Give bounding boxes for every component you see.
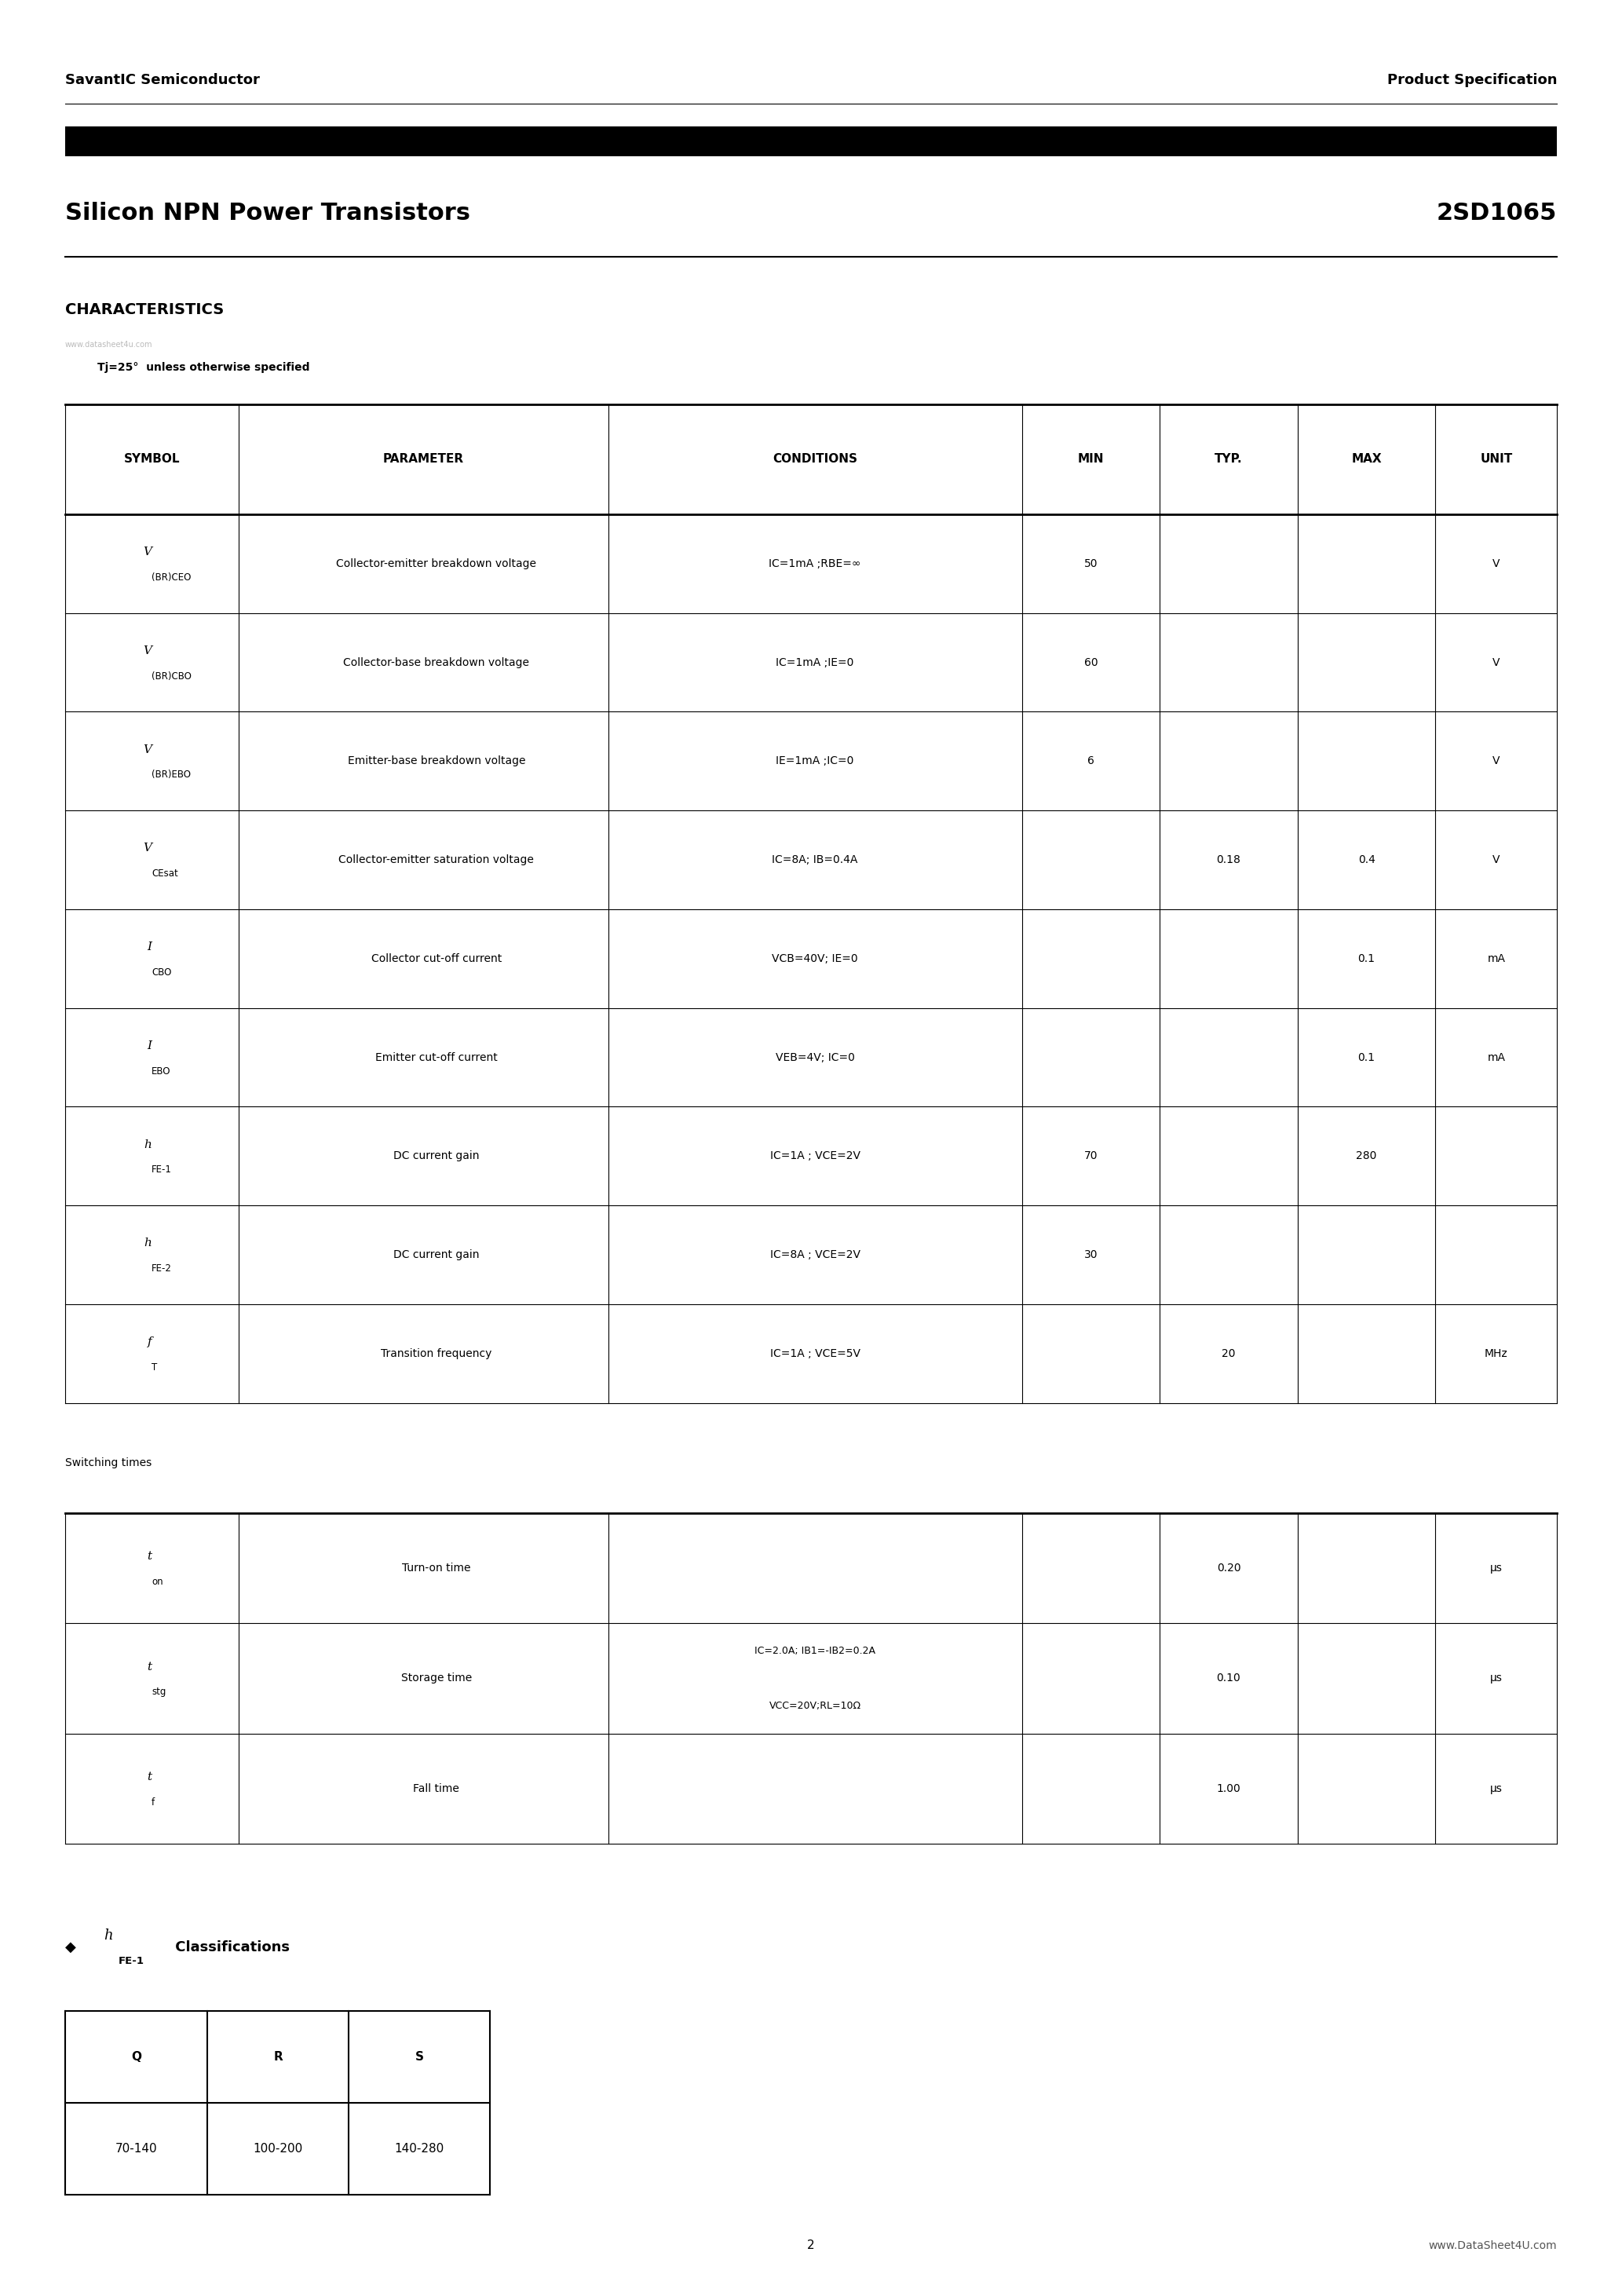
Text: mA: mA bbox=[1487, 1052, 1505, 1063]
Text: Emitter cut-off current: Emitter cut-off current bbox=[375, 1052, 498, 1063]
Text: T: T bbox=[152, 1362, 157, 1373]
Text: 50: 50 bbox=[1083, 558, 1098, 569]
Text: V: V bbox=[1492, 657, 1500, 668]
Text: (BR)CEO: (BR)CEO bbox=[152, 572, 191, 583]
Text: 60: 60 bbox=[1083, 657, 1098, 668]
Text: h: h bbox=[144, 1238, 152, 1249]
Text: IC=1mA ;RBE=∞: IC=1mA ;RBE=∞ bbox=[769, 558, 861, 569]
Text: Emitter-base breakdown voltage: Emitter-base breakdown voltage bbox=[347, 755, 526, 767]
Text: (BR)EBO: (BR)EBO bbox=[152, 769, 191, 781]
Text: 2SD1065: 2SD1065 bbox=[1437, 202, 1557, 225]
Text: PARAMETER: PARAMETER bbox=[383, 452, 464, 466]
Text: Collector-base breakdown voltage: Collector-base breakdown voltage bbox=[344, 657, 529, 668]
Text: stg: stg bbox=[152, 1688, 165, 1697]
Text: 0.1: 0.1 bbox=[1358, 953, 1375, 964]
Text: Product Specification: Product Specification bbox=[1387, 73, 1557, 87]
Text: 0.20: 0.20 bbox=[1216, 1564, 1241, 1573]
Text: V: V bbox=[143, 744, 152, 755]
Text: Tj=25°  unless otherwise specified: Tj=25° unless otherwise specified bbox=[97, 363, 310, 372]
Text: Collector-emitter breakdown voltage: Collector-emitter breakdown voltage bbox=[336, 558, 537, 569]
Text: VCB=40V; IE=0: VCB=40V; IE=0 bbox=[772, 953, 858, 964]
Text: DC current gain: DC current gain bbox=[393, 1249, 480, 1261]
Text: TYP.: TYP. bbox=[1215, 452, 1242, 466]
Text: IC=1A ; VCE=2V: IC=1A ; VCE=2V bbox=[770, 1150, 860, 1162]
Text: Fall time: Fall time bbox=[414, 1784, 459, 1793]
Text: V: V bbox=[1492, 854, 1500, 866]
Text: IE=1mA ;IC=0: IE=1mA ;IC=0 bbox=[775, 755, 855, 767]
Text: t: t bbox=[148, 1662, 152, 1671]
Text: Classifications: Classifications bbox=[170, 1940, 290, 1954]
Text: μs: μs bbox=[1491, 1564, 1502, 1573]
Text: IC=2.0A; IB1=-IB2=0.2A: IC=2.0A; IB1=-IB2=0.2A bbox=[754, 1646, 876, 1655]
Text: 20: 20 bbox=[1221, 1348, 1236, 1359]
Text: (BR)CBO: (BR)CBO bbox=[152, 670, 191, 682]
Text: FE-1: FE-1 bbox=[118, 1956, 144, 1965]
Text: MAX: MAX bbox=[1351, 452, 1382, 466]
Text: Collector cut-off current: Collector cut-off current bbox=[371, 953, 501, 964]
Text: 0.4: 0.4 bbox=[1358, 854, 1375, 866]
Text: www.DataSheet4U.com: www.DataSheet4U.com bbox=[1429, 2241, 1557, 2250]
Text: 30: 30 bbox=[1083, 1249, 1098, 1261]
Text: Turn-on time: Turn-on time bbox=[402, 1564, 470, 1573]
Text: I: I bbox=[148, 1040, 152, 1052]
Text: 0.1: 0.1 bbox=[1358, 1052, 1375, 1063]
Text: SYMBOL: SYMBOL bbox=[123, 452, 180, 466]
Text: SavantIC Semiconductor: SavantIC Semiconductor bbox=[65, 73, 260, 87]
Text: mA: mA bbox=[1487, 953, 1505, 964]
Text: V: V bbox=[143, 645, 152, 657]
Text: Switching times: Switching times bbox=[65, 1458, 151, 1467]
Text: V: V bbox=[1492, 755, 1500, 767]
Text: μs: μs bbox=[1491, 1784, 1502, 1793]
Text: on: on bbox=[152, 1577, 164, 1587]
Text: t: t bbox=[148, 1773, 152, 1782]
Text: 140-280: 140-280 bbox=[394, 2142, 444, 2156]
Text: 2: 2 bbox=[808, 2239, 814, 2252]
Text: VCC=20V;RL=10Ω: VCC=20V;RL=10Ω bbox=[769, 1701, 861, 1711]
Text: h: h bbox=[104, 1929, 114, 1942]
Text: MHz: MHz bbox=[1484, 1348, 1508, 1359]
Text: 0.18: 0.18 bbox=[1216, 854, 1241, 866]
Text: 0.10: 0.10 bbox=[1216, 1674, 1241, 1683]
Text: 100-200: 100-200 bbox=[253, 2142, 303, 2156]
Text: h: h bbox=[144, 1139, 152, 1150]
Text: 280: 280 bbox=[1356, 1150, 1377, 1162]
Text: IC=8A; IB=0.4A: IC=8A; IB=0.4A bbox=[772, 854, 858, 866]
Text: f: f bbox=[152, 1798, 154, 1807]
Text: f: f bbox=[148, 1336, 152, 1348]
Text: CONDITIONS: CONDITIONS bbox=[772, 452, 858, 466]
Text: R: R bbox=[274, 2050, 282, 2064]
Text: UNIT: UNIT bbox=[1481, 452, 1512, 466]
Text: CBO: CBO bbox=[152, 967, 172, 978]
Text: EBO: EBO bbox=[152, 1065, 170, 1077]
Text: V: V bbox=[1492, 558, 1500, 569]
Text: ◆: ◆ bbox=[65, 1940, 76, 1954]
Text: I: I bbox=[148, 941, 152, 953]
Text: Silicon NPN Power Transistors: Silicon NPN Power Transistors bbox=[65, 202, 470, 225]
Text: IC=1mA ;IE=0: IC=1mA ;IE=0 bbox=[775, 657, 855, 668]
Text: CEsat: CEsat bbox=[152, 868, 178, 879]
Text: FE-1: FE-1 bbox=[152, 1164, 172, 1176]
Text: Collector-emitter saturation voltage: Collector-emitter saturation voltage bbox=[339, 854, 534, 866]
Text: MIN: MIN bbox=[1077, 452, 1105, 466]
Text: IC=1A ; VCE=5V: IC=1A ; VCE=5V bbox=[770, 1348, 860, 1359]
Text: 70-140: 70-140 bbox=[115, 2142, 157, 2156]
Text: FE-2: FE-2 bbox=[152, 1263, 172, 1274]
Text: Storage time: Storage time bbox=[401, 1674, 472, 1683]
Text: VEB=4V; IC=0: VEB=4V; IC=0 bbox=[775, 1052, 855, 1063]
Text: V: V bbox=[143, 843, 152, 854]
Text: V: V bbox=[143, 546, 152, 558]
Text: DC current gain: DC current gain bbox=[393, 1150, 480, 1162]
Text: 70: 70 bbox=[1083, 1150, 1098, 1162]
Text: Q: Q bbox=[131, 2050, 141, 2064]
Text: 6: 6 bbox=[1087, 755, 1095, 767]
Text: μs: μs bbox=[1491, 1674, 1502, 1683]
Text: t: t bbox=[148, 1552, 152, 1561]
Text: IC=8A ; VCE=2V: IC=8A ; VCE=2V bbox=[770, 1249, 860, 1261]
FancyBboxPatch shape bbox=[65, 126, 1557, 156]
Text: Transition frequency: Transition frequency bbox=[381, 1348, 491, 1359]
Text: S: S bbox=[415, 2050, 423, 2064]
Text: 1.00: 1.00 bbox=[1216, 1784, 1241, 1793]
Text: www.datasheet4u.com: www.datasheet4u.com bbox=[65, 340, 152, 349]
Text: CHARACTERISTICS: CHARACTERISTICS bbox=[65, 303, 224, 317]
